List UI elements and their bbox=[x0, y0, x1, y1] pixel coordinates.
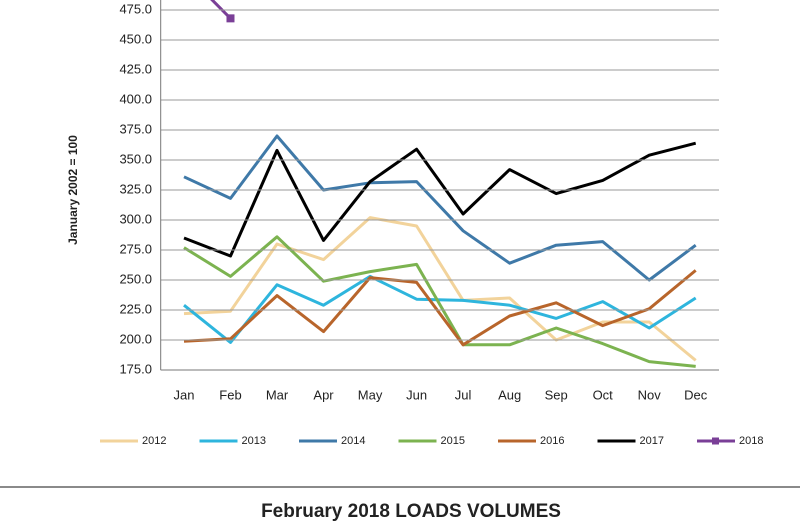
legend-label: 2015 bbox=[441, 435, 465, 447]
legend-marker bbox=[712, 437, 719, 445]
x-tick-label: Aug bbox=[498, 387, 521, 402]
y-tick-label: 475.0 bbox=[119, 1, 152, 16]
series-line bbox=[183, 235, 696, 368]
y-tick-label: 425.0 bbox=[119, 61, 152, 76]
x-tick-label: Jan bbox=[173, 387, 194, 402]
y-tick-label: 450.0 bbox=[119, 31, 152, 46]
legend-label: 2014 bbox=[341, 435, 365, 447]
series-line bbox=[210, 0, 232, 20]
legend-label: 2018 bbox=[739, 435, 763, 447]
y-tick-label: 175.0 bbox=[119, 361, 152, 376]
y-tick-label: 400.0 bbox=[119, 91, 152, 106]
series-line bbox=[183, 269, 697, 347]
x-tick-label: Dec bbox=[684, 387, 708, 402]
series-line bbox=[183, 141, 697, 258]
plot-area bbox=[183, 0, 697, 368]
x-tick-label: Jun bbox=[406, 387, 427, 402]
y-tick-label: 250.0 bbox=[119, 271, 152, 286]
y-axis-label: January 2002 = 100 bbox=[66, 135, 80, 245]
legend-label: 2017 bbox=[640, 435, 664, 447]
x-tick-label: Feb bbox=[219, 387, 241, 402]
x-tick-label: May bbox=[358, 387, 383, 402]
y-tick-label: 300.0 bbox=[119, 211, 152, 226]
legend-label: 2016 bbox=[540, 435, 564, 447]
x-tick-label: Mar bbox=[266, 387, 289, 402]
series-line bbox=[183, 216, 697, 362]
legend-label: 2012 bbox=[142, 435, 166, 447]
y-tick-label: 350.0 bbox=[119, 151, 152, 166]
y-tick-label: 275.0 bbox=[119, 241, 152, 256]
series-line bbox=[183, 274, 697, 344]
x-tick-label: Apr bbox=[313, 387, 334, 402]
point-marker bbox=[226, 14, 235, 23]
y-tick-label: 225.0 bbox=[119, 301, 152, 316]
x-tick-label: Jul bbox=[455, 387, 472, 402]
y-tick-label: 200.0 bbox=[119, 331, 152, 346]
chart-title: February 2018 LOADS VOLUMES bbox=[261, 501, 561, 522]
x-tick-label: Oct bbox=[593, 387, 614, 402]
x-tick-label: Nov bbox=[638, 387, 662, 402]
y-tick-label: 375.0 bbox=[119, 121, 152, 136]
series-line bbox=[183, 134, 697, 282]
legend-label: 2013 bbox=[242, 435, 266, 447]
y-tick-label: 325.0 bbox=[119, 181, 152, 196]
x-tick-label: Sep bbox=[545, 387, 568, 402]
